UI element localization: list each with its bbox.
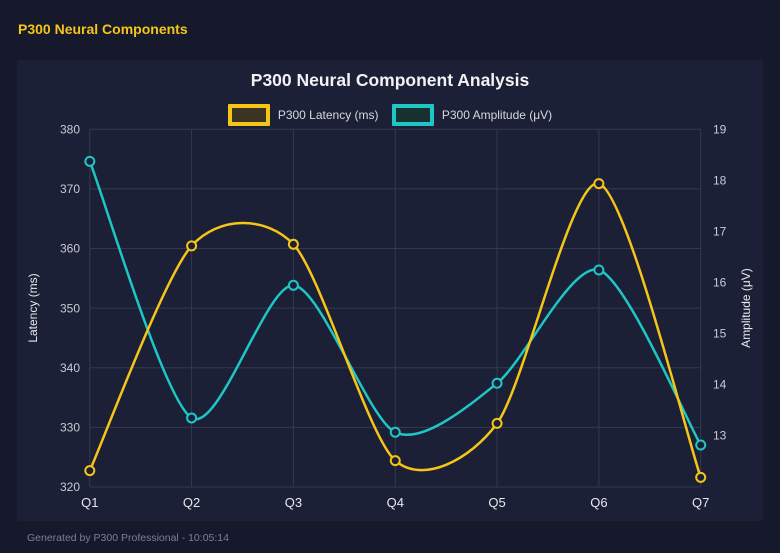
svg-text:360: 360 [60, 242, 80, 256]
svg-text:380: 380 [60, 123, 80, 137]
svg-text:18: 18 [713, 173, 727, 187]
svg-text:17: 17 [713, 224, 727, 238]
svg-text:Q4: Q4 [387, 495, 404, 510]
svg-text:19: 19 [713, 122, 727, 136]
svg-text:320: 320 [60, 480, 80, 494]
svg-text:15: 15 [713, 327, 727, 341]
svg-text:Q7: Q7 [692, 495, 709, 510]
svg-text:Latency (ms): Latency (ms) [26, 273, 40, 342]
svg-text:14: 14 [713, 378, 727, 392]
svg-text:Amplitude (μV): Amplitude (μV) [739, 268, 753, 348]
svg-text:Q6: Q6 [590, 495, 607, 510]
svg-text:Q2: Q2 [183, 495, 200, 510]
svg-text:340: 340 [60, 361, 80, 375]
svg-text:Q5: Q5 [488, 495, 505, 510]
svg-text:Q3: Q3 [285, 495, 302, 510]
svg-text:350: 350 [60, 301, 80, 315]
svg-text:13: 13 [713, 429, 727, 443]
svg-text:330: 330 [60, 421, 80, 435]
svg-text:Q1: Q1 [81, 495, 98, 510]
svg-text:370: 370 [60, 182, 80, 196]
svg-text:16: 16 [713, 275, 727, 289]
